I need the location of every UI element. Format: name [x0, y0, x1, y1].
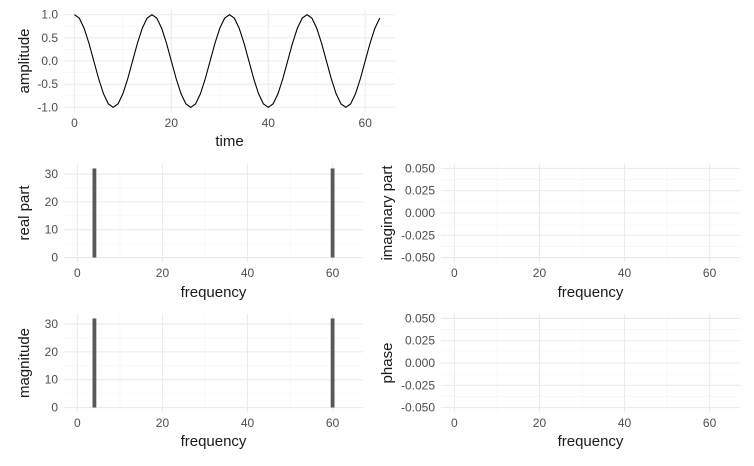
bar — [92, 318, 97, 408]
x-axis-label: frequency — [181, 284, 247, 301]
y-tick-label: 0.000 — [405, 206, 435, 220]
panel-phase: 0 20 40 60 -0.050 -0.025 0.000 0.025 0.050 freque… — [379, 311, 740, 450]
bar — [92, 168, 97, 258]
y-tick-label: -0.5 — [37, 77, 58, 91]
x-tick-label: 20 — [165, 116, 179, 130]
y-axis-label: magnitude — [16, 328, 33, 398]
y-tick-label: -0.050 — [401, 251, 435, 265]
x-tick-label: 60 — [703, 266, 717, 280]
y-tick-label: 0.025 — [405, 184, 435, 198]
x-tick-label: 20 — [533, 266, 547, 280]
series-line — [74, 13, 381, 109]
x-tick-label: 40 — [241, 416, 255, 430]
x-axis-label: frequency — [558, 284, 624, 301]
y-tick-label: 0 — [51, 401, 58, 415]
x-axis-label: time — [215, 133, 243, 150]
y-tick-label: -0.025 — [401, 228, 435, 242]
y-tick-label: 1.0 — [41, 8, 58, 22]
y-tick-label: 30 — [45, 167, 59, 181]
y-tick-label: 0.000 — [405, 356, 435, 370]
y-tick-label: 0.050 — [405, 161, 435, 175]
y-tick-label: 0.0 — [41, 54, 58, 68]
x-tick-label: 40 — [618, 266, 632, 280]
x-tick-label: 60 — [359, 116, 373, 130]
x-tick-label: 60 — [326, 266, 340, 280]
y-tick-label: 10 — [45, 223, 59, 237]
y-tick-label: 10 — [45, 373, 59, 387]
y-tick-label: 20 — [45, 195, 59, 209]
x-tick-label: 0 — [451, 266, 458, 280]
y-axis-label: phase — [379, 343, 396, 384]
y-tick-label: 20 — [45, 345, 59, 359]
x-tick-label: 40 — [262, 116, 276, 130]
y-tick-label: 30 — [45, 317, 59, 331]
y-tick-label: 0.050 — [405, 311, 435, 325]
x-tick-label: 20 — [156, 416, 170, 430]
x-tick-label: 60 — [703, 416, 717, 430]
x-tick-label: 40 — [241, 266, 255, 280]
x-tick-label: 20 — [156, 266, 170, 280]
x-tick-label: 60 — [326, 416, 340, 430]
x-tick-label: 0 — [74, 266, 81, 280]
y-tick-label: 0.5 — [41, 31, 58, 45]
y-axis-label: real part — [16, 185, 33, 241]
y-tick-label: -1.0 — [37, 100, 58, 114]
bar — [330, 168, 335, 258]
y-tick-label: -0.050 — [401, 401, 435, 415]
y-tick-label: 0 — [51, 251, 58, 265]
bar — [330, 318, 335, 408]
y-tick-label: 0.025 — [405, 334, 435, 348]
y-axis-label: amplitude — [16, 28, 33, 93]
x-tick-label: 0 — [451, 416, 458, 430]
panel-imag: 0 20 40 60 -0.050 -0.025 0.000 0.025 0.050 freque… — [379, 161, 740, 301]
panel-mag: 0 20 40 60 0 10 20 30 frequency magnitude — [16, 314, 363, 450]
y-axis-label: imaginary part — [379, 165, 396, 261]
x-tick-label: 0 — [71, 116, 78, 130]
panel-real: 0 20 40 60 0 10 20 30 frequency real part — [16, 164, 363, 301]
x-axis-label: frequency — [181, 433, 247, 450]
x-axis-label: frequency — [558, 433, 624, 450]
y-tick-label: -0.025 — [401, 378, 435, 392]
x-tick-label: 20 — [533, 416, 547, 430]
x-tick-label: 0 — [74, 416, 81, 430]
x-tick-label: 40 — [618, 416, 632, 430]
panel-time: 0 20 40 60 -1.0 -0.5 0.0 0.5 1.0 time amplitude — [16, 8, 395, 150]
